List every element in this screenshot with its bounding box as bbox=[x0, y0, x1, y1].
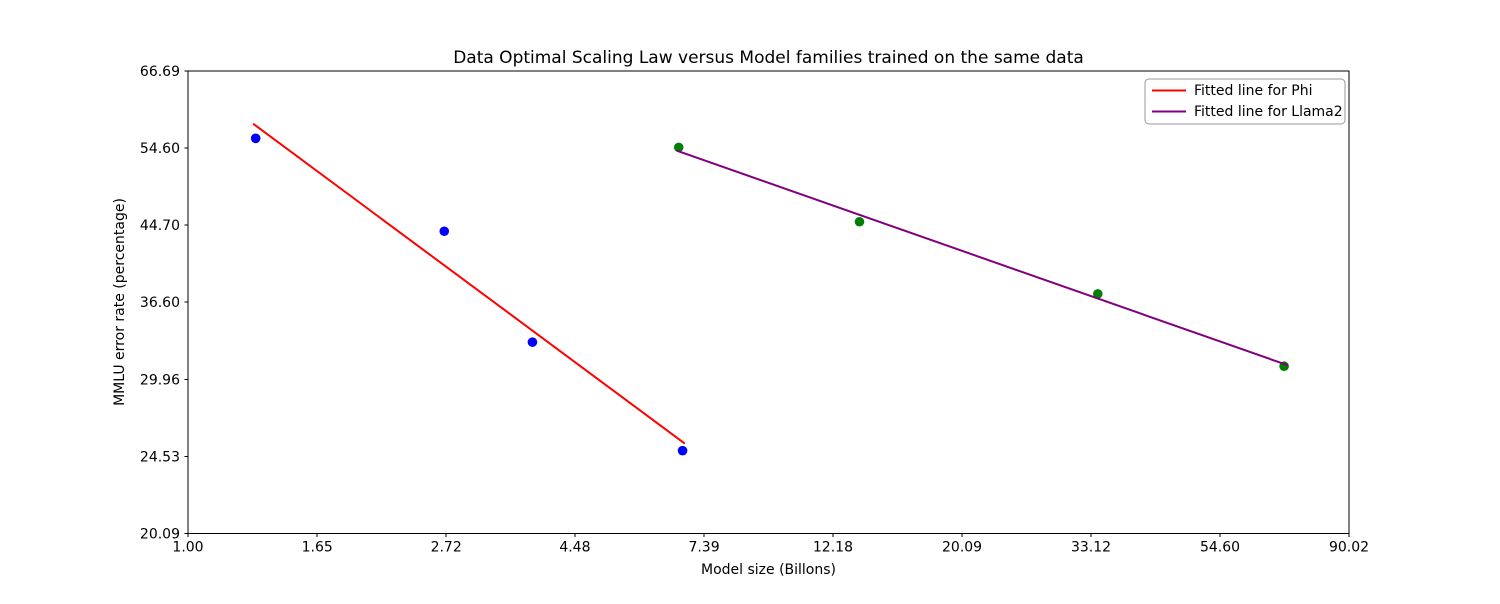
data-point-llama2-data-points bbox=[673, 142, 684, 153]
x-tick-label: 1.00 bbox=[172, 540, 203, 556]
y-tick-label: 20.09 bbox=[140, 526, 180, 542]
data-point-phi-data-points bbox=[439, 226, 450, 237]
y-axis-ticks: 20.09 24.53 29.96 36.60 44.70 54.60 66.69 bbox=[140, 64, 188, 542]
x-tick-label: 54.60 bbox=[1200, 540, 1240, 556]
y-axis-label: MMLU error rate (percentage) bbox=[112, 198, 128, 406]
x-tick-label: 33.12 bbox=[1071, 540, 1111, 556]
plot-area-border bbox=[187, 70, 1350, 534]
legend-label-llama2: Fitted line for Llama2 bbox=[1194, 104, 1343, 120]
chart-title: Data Optimal Scaling Law versus Model fa… bbox=[453, 48, 1084, 68]
scatter-markers bbox=[250, 133, 1289, 456]
data-point-phi-data-points bbox=[527, 337, 538, 347]
x-tick-label: 2.72 bbox=[431, 540, 462, 556]
x-tick-label: 12.18 bbox=[813, 540, 853, 556]
fitted-lines bbox=[252, 123, 1289, 445]
x-tick-label: 7.39 bbox=[688, 540, 719, 556]
x-axis-ticks: 1.00 1.65 2.72 4.48 7.39 12.18 20.09 33.12 54.60… bbox=[172, 533, 1369, 556]
legend-label-phi: Fitted line for Phi bbox=[1194, 83, 1312, 99]
legend: Fitted line for Phi Fitted line for Llam… bbox=[1144, 78, 1346, 125]
x-tick-label: 1.65 bbox=[302, 540, 333, 556]
y-tick-label: 54.60 bbox=[140, 141, 180, 157]
y-tick-label: 44.70 bbox=[140, 218, 180, 234]
fitted-line-fitted-line-for-phi bbox=[252, 123, 686, 445]
x-tick-label: 4.48 bbox=[559, 540, 590, 556]
y-tick-label: 36.60 bbox=[140, 295, 180, 311]
x-tick-label: 90.02 bbox=[1329, 540, 1369, 556]
y-tick-label: 24.53 bbox=[140, 449, 180, 465]
data-point-phi-data-points bbox=[677, 445, 688, 456]
y-tick-label: 29.96 bbox=[140, 372, 180, 388]
legend-box bbox=[1144, 78, 1346, 125]
y-tick-label: 66.69 bbox=[140, 64, 180, 80]
x-axis-label: Model size (Billons) bbox=[701, 562, 836, 578]
x-tick-label: 20.09 bbox=[942, 540, 982, 556]
fitted-line-fitted-line-for-llama2 bbox=[676, 149, 1289, 366]
data-point-llama2-data-points bbox=[1093, 289, 1103, 299]
data-point-phi-data-points bbox=[250, 133, 261, 144]
data-point-llama2-data-points bbox=[854, 216, 865, 227]
